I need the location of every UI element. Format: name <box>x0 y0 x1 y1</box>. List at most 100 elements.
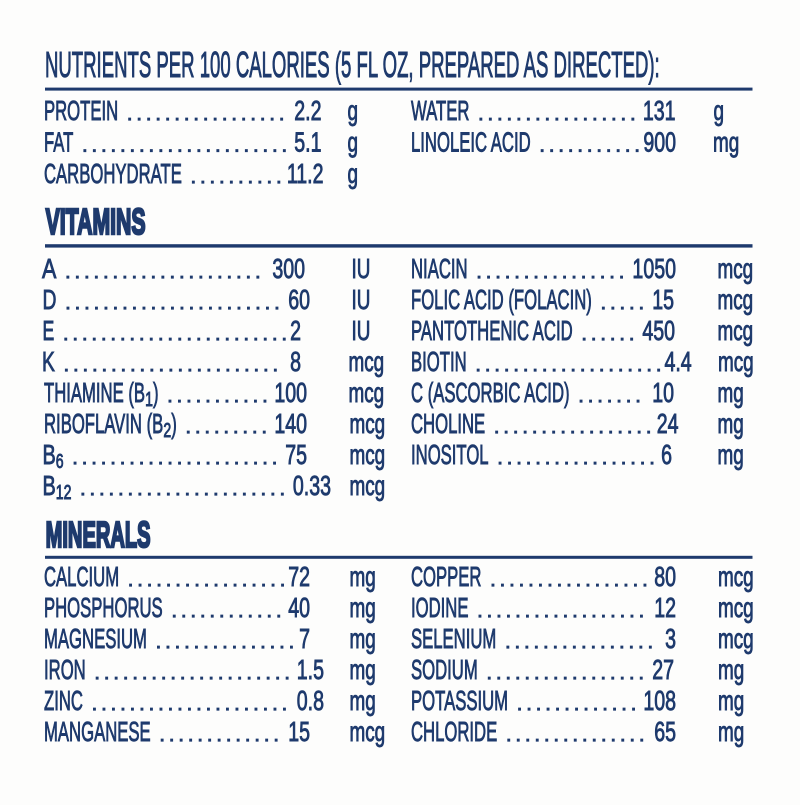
svg-text:C (ASCORBIC ACID): C (ASCORBIC ACID) <box>411 377 570 408</box>
svg-text:PHOSPHORUS: PHOSPHORUS <box>44 592 163 623</box>
svg-text:CALCIUM: CALCIUM <box>44 561 119 592</box>
svg-text:mcg: mcg <box>718 255 754 285</box>
svg-text:0.33: 0.33 <box>293 471 331 502</box>
svg-text:IU: IU <box>352 286 371 316</box>
svg-text:2: 2 <box>290 316 301 347</box>
svg-text:MINERALS: MINERALS <box>46 515 151 556</box>
svg-text:mcg: mcg <box>350 472 386 502</box>
svg-text:15: 15 <box>652 285 674 316</box>
svg-text:mg: mg <box>350 563 376 593</box>
svg-text:mcg: mcg <box>350 410 386 440</box>
svg-text:140: 140 <box>274 409 307 440</box>
svg-text:mg: mg <box>718 410 744 440</box>
svg-text:MAGNESIUM: MAGNESIUM <box>44 623 147 654</box>
svg-text:60: 60 <box>288 285 310 316</box>
svg-text:6: 6 <box>661 440 672 471</box>
svg-text:WATER: WATER <box>411 95 469 126</box>
svg-text:2: 2 <box>163 419 171 442</box>
svg-text:mg: mg <box>350 656 376 686</box>
svg-text:FOLIC ACID (FOLACIN): FOLIC ACID (FOLACIN) <box>411 284 592 315</box>
svg-text:0.8: 0.8 <box>297 686 324 717</box>
svg-text:12: 12 <box>654 593 676 624</box>
svg-text:6: 6 <box>56 450 64 473</box>
svg-text:mg: mg <box>718 441 744 471</box>
svg-text:E: E <box>43 315 55 346</box>
svg-text:mcg: mcg <box>350 718 386 748</box>
svg-text:27: 27 <box>652 655 674 686</box>
svg-text:g: g <box>348 128 359 158</box>
svg-text:CHLORIDE: CHLORIDE <box>411 716 497 747</box>
svg-text:4.4: 4.4 <box>664 347 691 378</box>
svg-text:65: 65 <box>654 717 676 748</box>
svg-text:11.2: 11.2 <box>287 159 324 190</box>
svg-text:IU: IU <box>352 255 371 285</box>
svg-text:72: 72 <box>288 562 310 593</box>
svg-text:COPPER: COPPER <box>411 561 481 592</box>
svg-text:IODINE: IODINE <box>411 592 469 623</box>
svg-text:mg: mg <box>713 128 739 158</box>
svg-text:40: 40 <box>288 593 310 624</box>
svg-text:mg: mg <box>718 656 744 686</box>
svg-text:g: g <box>348 160 359 190</box>
svg-text:mg: mg <box>718 718 744 748</box>
svg-text:PANTOTHENIC ACID: PANTOTHENIC ACID <box>411 315 573 346</box>
svg-text:THIAMINE (B: THIAMINE (B <box>44 377 145 408</box>
svg-text:131: 131 <box>643 96 676 127</box>
svg-text:mg: mg <box>718 379 744 409</box>
svg-text:SODIUM: SODIUM <box>411 654 478 685</box>
svg-text:24: 24 <box>657 409 679 440</box>
svg-text:): ) <box>153 377 159 408</box>
svg-text:mcg: mcg <box>349 348 385 378</box>
svg-text:1: 1 <box>145 388 153 411</box>
svg-text:IRON: IRON <box>44 654 86 685</box>
svg-text:mg: mg <box>718 687 744 717</box>
svg-text:1.5: 1.5 <box>297 655 324 686</box>
svg-text:D: D <box>43 285 57 316</box>
svg-text:NUTRIENTS PER 100 CALORIES (5: NUTRIENTS PER 100 CALORIES (5 FL OZ, PRE… <box>45 46 660 86</box>
svg-text:108: 108 <box>643 686 676 717</box>
svg-text:450: 450 <box>642 316 675 347</box>
svg-text:NIACIN: NIACIN <box>411 253 468 284</box>
svg-text:LINOLEIC ACID: LINOLEIC ACID <box>411 126 531 157</box>
svg-text:mcg: mcg <box>350 441 386 471</box>
svg-text:mcg: mcg <box>349 379 385 409</box>
svg-text:mcg: mcg <box>718 563 754 593</box>
svg-text:2.2: 2.2 <box>294 96 321 127</box>
svg-text:75: 75 <box>285 440 307 471</box>
svg-text:B: B <box>43 440 56 471</box>
svg-text:B: B <box>43 471 56 502</box>
svg-text:): ) <box>171 408 177 439</box>
svg-text:mg: mg <box>350 687 376 717</box>
svg-text:80: 80 <box>654 562 676 593</box>
svg-text:MANGANESE: MANGANESE <box>44 716 151 747</box>
svg-text:A: A <box>42 255 57 285</box>
svg-text:SELENIUM: SELENIUM <box>411 623 496 654</box>
svg-text:g: g <box>348 97 359 127</box>
svg-text:mcg: mcg <box>718 625 754 655</box>
svg-text:VITAMINS: VITAMINS <box>46 202 146 242</box>
svg-text:IU: IU <box>352 317 371 347</box>
svg-text:300: 300 <box>272 254 305 285</box>
svg-text:3: 3 <box>665 624 676 655</box>
svg-text:CHOLINE: CHOLINE <box>411 408 485 439</box>
svg-text:15: 15 <box>288 717 310 748</box>
svg-text:RIBOFLAVIN (B: RIBOFLAVIN (B <box>44 408 163 439</box>
svg-text:5.1: 5.1 <box>294 127 321 158</box>
svg-text:mcg: mcg <box>718 594 754 624</box>
svg-text:CARBOHYDRATE: CARBOHYDRATE <box>44 158 182 189</box>
svg-text:mcg: mcg <box>718 348 754 378</box>
svg-text:100: 100 <box>274 378 307 409</box>
svg-text:FAT: FAT <box>44 126 73 157</box>
svg-text:INOSITOL: INOSITOL <box>411 439 489 470</box>
svg-text:mg: mg <box>350 625 376 655</box>
svg-text:12: 12 <box>56 481 72 504</box>
svg-text:g: g <box>714 97 725 127</box>
svg-text:mcg: mcg <box>718 317 754 347</box>
svg-text:BIOTIN: BIOTIN <box>411 346 467 377</box>
svg-text:mg: mg <box>350 594 376 624</box>
svg-text:900: 900 <box>643 127 676 158</box>
svg-text:POTASSIUM: POTASSIUM <box>411 685 508 716</box>
svg-text:1050: 1050 <box>632 254 676 285</box>
svg-text:ZINC: ZINC <box>44 685 83 716</box>
svg-text:K: K <box>42 347 55 378</box>
